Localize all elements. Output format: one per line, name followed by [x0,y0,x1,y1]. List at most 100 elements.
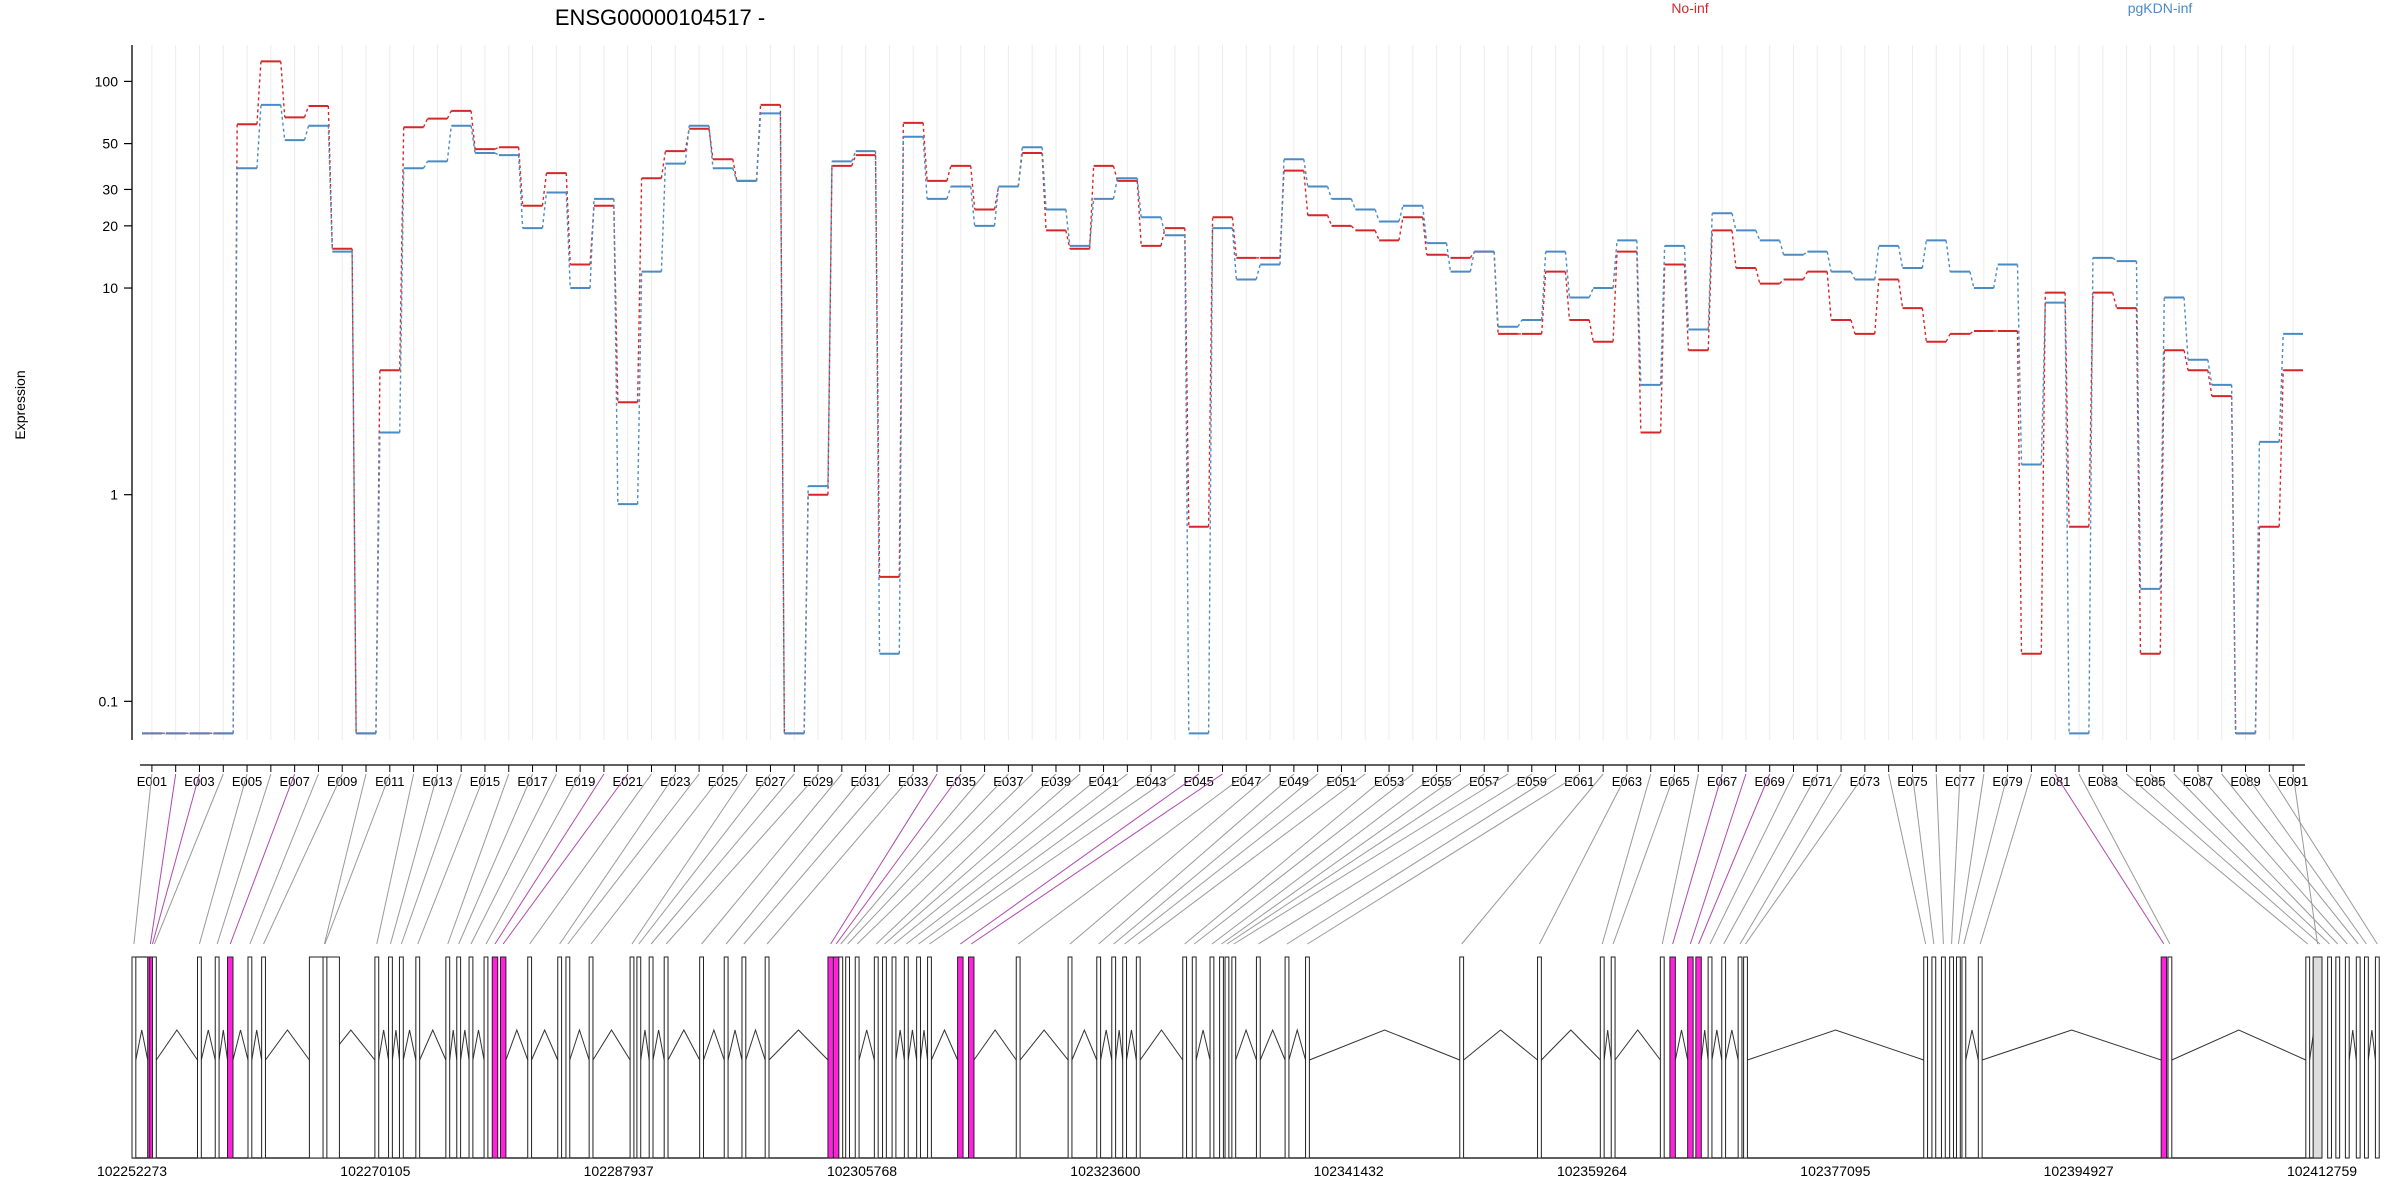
data-connector [1374,230,1380,241]
data-connector [1255,264,1261,280]
intron [135,1029,149,1061]
coordinate-label: 102412759 [2287,1163,2357,1179]
x-tick-label: E087 [2183,774,2213,789]
exon [663,956,669,1159]
axes: 0.1 1 10 20 30 50 100 E001 E003 E005 E007 E009 E011 E… [95,45,2308,789]
exon [891,956,897,1159]
intron [232,1029,249,1061]
intron [703,1028,725,1061]
y-tick-label: 30 [102,181,118,197]
data-connector [2159,297,2165,589]
data-connector [541,172,548,206]
intron [391,1029,400,1061]
exon-link [1709,773,1794,945]
data-connector [2183,297,2189,360]
data-connector [1612,240,1618,289]
exon-link [766,773,914,945]
intron [1115,1029,1124,1061]
exon-link [2102,773,2309,945]
exon-link [2292,773,2319,945]
data-connector [565,192,571,289]
x-tick-label: E083 [2088,774,2118,789]
exon [557,956,563,1159]
exon-link [2150,773,2330,945]
exon [1459,956,1465,1159]
intron [419,1028,447,1061]
data-connector [1303,159,1309,187]
data-connector [351,251,357,734]
exon [903,956,909,1159]
data-connector [803,486,809,734]
series-pgKDN-inf [142,103,2303,735]
exon [2363,956,2369,1159]
data-connector [732,168,738,182]
exon [261,956,266,1159]
intron [200,1029,216,1061]
data-connector [922,136,928,199]
data-connector [1231,228,1238,280]
data-connector [613,198,619,505]
data-connector [1993,264,1999,289]
data-connector [1683,245,1690,330]
exon [2160,956,2168,1159]
data-connector [1897,245,1904,269]
exon-link [884,773,1081,945]
intron [640,1029,650,1061]
intron [1725,1029,1739,1061]
exon [827,956,834,1159]
data-connector [803,494,809,734]
exon [1122,956,1128,1159]
data-connector [1731,213,1737,231]
data-connector [636,178,643,403]
exon-link [1911,773,1935,945]
x-tick-label: E069 [1755,774,1785,789]
exon [854,956,860,1159]
data-connector [1422,217,1428,255]
exon [1940,956,1946,1159]
data-connector [613,205,619,403]
intron [265,1029,310,1061]
data-connector [232,168,238,734]
exon-link [1211,773,1437,945]
intron [449,1029,458,1061]
y-tick-label: 50 [102,136,118,152]
exon [388,956,393,1159]
exon-link [743,773,890,945]
x-tick-label: E013 [422,774,452,789]
intron [531,1028,559,1061]
coordinate-label: 102252273 [97,1163,167,1179]
x-tick-label: E021 [613,774,643,789]
x-tick-label: E027 [755,774,785,789]
y-tick-label: 20 [102,218,118,234]
data-connector [1088,165,1095,249]
data-connector [517,155,524,229]
exon [957,956,964,1159]
exon-link [1935,773,1944,945]
intron [592,1029,631,1061]
x-tick-label: E039 [1041,774,1071,789]
exon-link [701,773,843,945]
data-connector [1136,180,1142,246]
data-connector [1422,205,1428,244]
exon [1537,956,1542,1159]
x-tick-label: E029 [803,774,833,789]
data-connector [969,165,976,210]
intron [907,1029,918,1061]
exon [1224,956,1230,1159]
data-connector [636,271,643,505]
data-connector [399,127,405,371]
data-connector [1636,240,1642,385]
x-tick-label: E023 [660,774,690,789]
intron [472,1029,485,1061]
data-connector [1017,152,1023,187]
data-connector [446,125,452,162]
data-connector [1850,271,1856,280]
exon-link [1745,773,1866,945]
exon-link [502,773,629,945]
y-tick-label: 0.1 [99,693,119,709]
exon [1955,956,1961,1159]
intron [1195,1029,1211,1061]
exon [1707,956,1713,1159]
exon-link [1233,773,1509,945]
